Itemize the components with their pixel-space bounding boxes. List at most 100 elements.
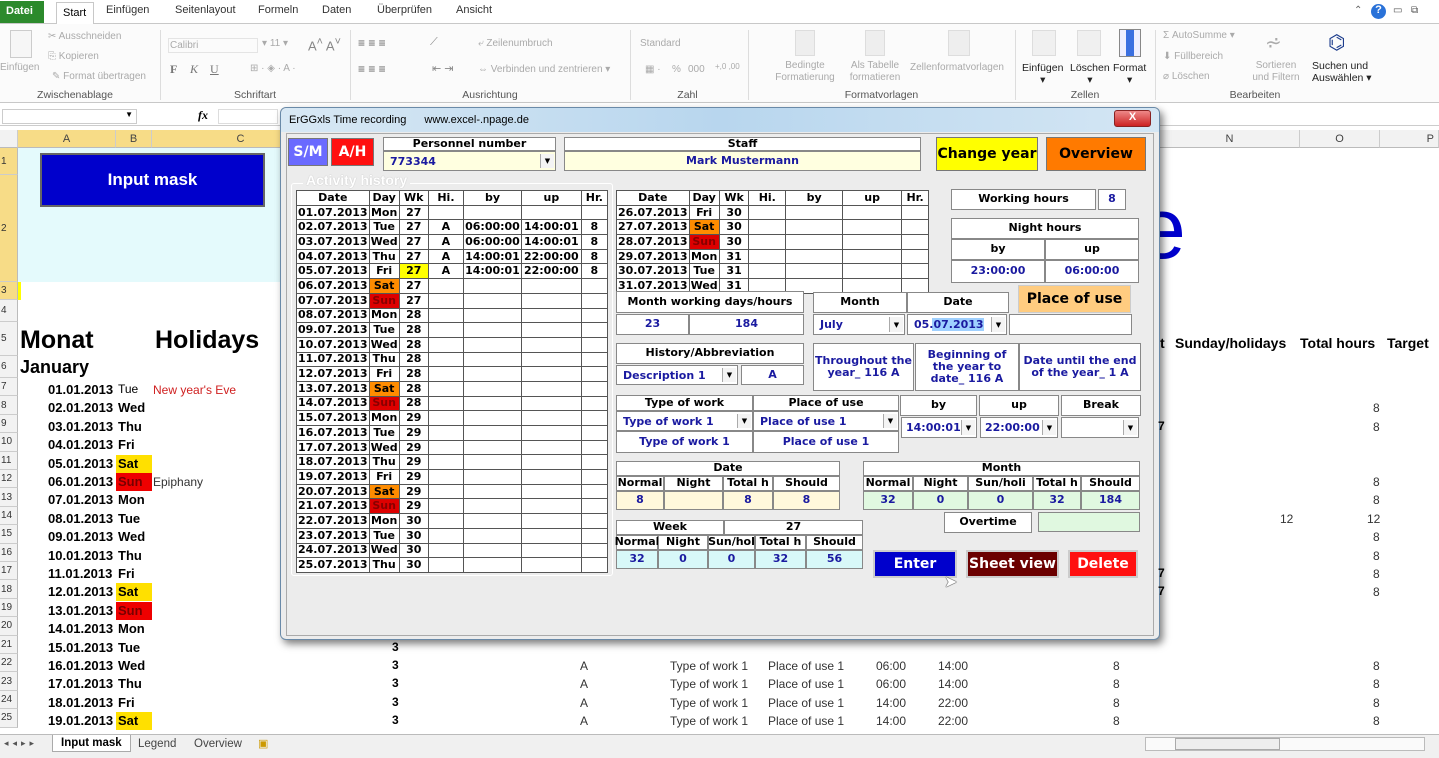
row-header[interactable]: 25 [0,709,18,728]
history-row[interactable]: 12.07.2013 Fri 28 [296,366,609,382]
row-header[interactable]: 2 [0,175,18,282]
align-top-icon[interactable]: ≡ ≡ ≡ [358,36,386,50]
row-header[interactable]: 23 [0,672,18,691]
cell-styles-button[interactable]: Zellenformatvorlagen [910,62,1004,73]
wrap-text-button[interactable]: ⤶ Zeilenumbruch [478,38,553,49]
row-header[interactable]: 6 [0,356,18,378]
conditional-format-button[interactable]: Bedingte Formatierung [775,60,835,83]
paste-button[interactable]: Einfügen [0,62,40,73]
chevron-down-icon[interactable]: ▼ [961,420,975,435]
row-header[interactable]: 16 [0,543,18,562]
row-header[interactable]: 10 [0,433,18,452]
thousands-button[interactable]: 000 [688,64,705,75]
personnel-number-combo[interactable]: 773344 ▼ [383,151,556,171]
align-left-icon[interactable]: ≡ ≡ ≡ [358,62,386,76]
window-minimize-icon[interactable]: ▭ [1393,5,1403,16]
chevron-down-icon[interactable]: ▼ [1123,420,1137,435]
enter-button[interactable]: Enter [873,550,957,578]
column-header-a[interactable]: A [18,130,116,148]
date-combo[interactable]: 05.07.2013 ▼ [907,314,1007,335]
tab-datei[interactable]: Datei [0,1,44,23]
row-header[interactable]: 8 [0,396,18,415]
sheet-tab-legend[interactable]: Legend [138,738,177,750]
sheet-tab-overview[interactable]: Overview [194,738,242,750]
fill-button[interactable]: ⬇ Füllbereich [1163,51,1224,62]
sheet-nav-arrows[interactable]: ◂◂▸▸ [4,738,39,748]
history-row[interactable]: 06.07.2013 Sat 27 [296,278,609,294]
indent-icon[interactable]: ⇤ ⇥ [432,63,454,75]
merge-center-button[interactable]: ⇔ Verbinden und zentrieren ▾ [478,64,611,75]
row-header[interactable]: 17 [0,562,18,581]
italic-button[interactable]: K [190,62,199,76]
history-row[interactable]: 29.07.2013 Mon 31 [616,248,929,265]
chevron-down-icon[interactable]: ▼ [540,154,554,168]
cut-button[interactable]: ✂ Ausschneiden [48,31,122,42]
sheet-view-button[interactable]: Sheet view [966,550,1059,578]
insert-cells-button[interactable]: Einfügen ▾ [1022,62,1064,86]
chevron-down-icon[interactable]: ▼ [889,317,903,332]
fx-icon[interactable]: fx [198,108,208,122]
bold-button[interactable]: F [170,62,178,76]
chevron-down-icon[interactable]: ▼ [991,317,1005,332]
row-header[interactable]: 18 [0,580,18,599]
decimal-icon[interactable]: +,0 ,00 [715,62,740,71]
history-row[interactable]: 19.07.2013 Fri 29 [296,469,609,485]
chevron-down-icon[interactable]: ▼ [1042,420,1056,435]
format-cells-button[interactable]: Format ▾ [1113,62,1147,86]
delete-button[interactable]: Delete [1068,550,1138,578]
history-row[interactable]: 07.07.2013 Sun 27 [296,292,609,309]
history-row[interactable]: 22.07.2013 Mon 30 [296,513,609,529]
percent-button[interactable]: % [672,64,681,75]
window-restore-icon[interactable]: ⧉ [1411,5,1419,16]
chevron-down-icon[interactable]: ▼ [737,414,751,428]
row-header[interactable]: 21 [0,635,18,654]
history-row[interactable]: 02.07.2013 Tue 27 A 06:00:00 14:00:01 8 [296,219,609,236]
history-row[interactable]: 26.07.2013 Fri 30 [616,204,929,221]
history-row[interactable]: 18.07.2013 Thu 29 [296,454,609,471]
column-header-o[interactable]: O [1300,130,1380,148]
overview-button[interactable]: Overview [1046,137,1146,171]
history-row[interactable]: 23.07.2013 Tue 30 [296,527,609,544]
row-header[interactable]: 19 [0,598,18,618]
break-combo[interactable]: ▼ [1061,417,1139,438]
history-row[interactable]: 25.07.2013 Thu 30 [296,557,609,573]
copy-button[interactable]: ⎘ Kopieren [48,51,99,62]
tab-formeln[interactable]: Formeln [258,4,299,16]
change-year-button[interactable]: Change year [936,137,1038,171]
font-name-select[interactable]: Calibri [168,38,258,53]
format-as-table-button[interactable]: Als Tabelle formatieren [849,60,901,83]
history-row[interactable]: 03.07.2013 Wed 27 A 06:00:00 14:00:01 8 [296,234,609,250]
place-of-use-combo[interactable]: Place of use 1 ▼ [753,411,899,431]
column-header-b[interactable]: B [116,130,152,148]
history-row[interactable]: 21.07.2013 Sun 29 [296,498,609,515]
tab-daten[interactable]: Daten [322,4,352,16]
name-box[interactable]: ▼ [2,109,137,124]
description-combo[interactable]: Description 1 ▼ [616,365,738,385]
history-row[interactable]: 05.07.2013 Fri 27 A 14:00:01 22:00:00 8 [296,263,609,280]
autosum-button[interactable]: Σ AutoSumme ▾ [1163,30,1235,41]
history-row[interactable]: 11.07.2013 Thu 28 [296,351,609,368]
sm-button[interactable]: S/M [288,138,328,166]
formula-input[interactable] [218,109,278,124]
history-row[interactable]: 27.07.2013 Sat 30 [616,219,929,236]
history-row[interactable]: 28.07.2013 Sun 30 [616,234,929,250]
up-time-combo[interactable]: 22:00:00 ▼ [980,417,1058,438]
place-of-use-button[interactable]: Place of use [1018,285,1131,313]
delete-cells-button[interactable]: Löschen ▾ [1070,62,1110,86]
help-icon[interactable]: ? [1371,4,1386,19]
history-row[interactable]: 20.07.2013 Sat 29 [296,483,609,500]
row-header[interactable]: 9 [0,414,18,434]
sort-filter-button[interactable]: Sortieren und Filtern [1252,60,1300,83]
row-header[interactable]: 11 [0,451,18,470]
ah-button[interactable]: A/H [331,138,374,166]
minimize-ribbon-icon[interactable]: ⌃ [1354,5,1363,16]
row-header[interactable]: 4 [0,300,18,322]
row-header[interactable]: 15 [0,525,18,544]
history-row[interactable]: 13.07.2013 Sat 28 [296,380,609,397]
tab-ansicht[interactable]: Ansicht [456,4,493,16]
column-header-n[interactable]: N [1160,130,1300,148]
row-header[interactable]: 3 [0,282,18,300]
tab-ueberpruefen[interactable]: Überprüfen [377,4,433,16]
row-header[interactable]: 1 [0,148,18,175]
history-row[interactable]: 24.07.2013 Wed 30 [296,542,609,559]
